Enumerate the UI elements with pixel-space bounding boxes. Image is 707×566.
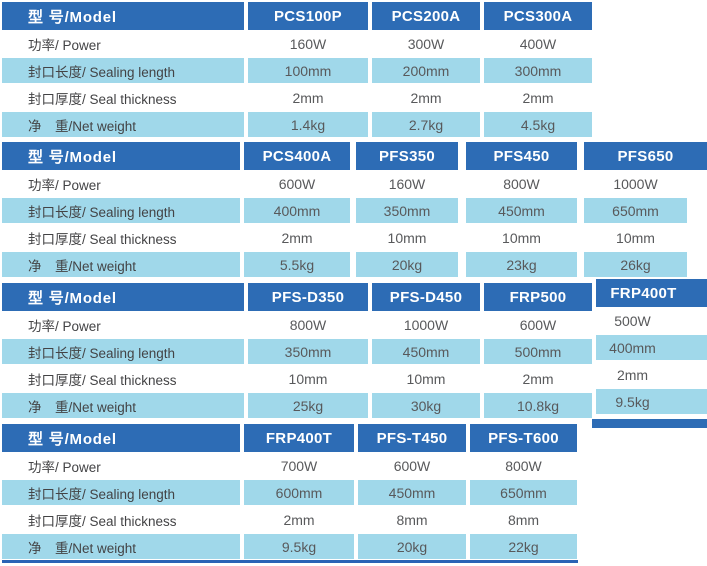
cropped-header-sliver (592, 419, 707, 428)
table-header-model-label: 型 号/Model (2, 142, 240, 170)
spec-row-label: 封口长度/ Sealing length (2, 58, 244, 83)
model-header-cell: FRP400T (596, 279, 707, 307)
spec-row-label: 净 重/Net weight (2, 112, 244, 137)
spec-value-cell: 1000W (403, 316, 449, 333)
model-header-cell: FRP500 (484, 283, 592, 311)
model-header-cell: PFS-D450 (372, 283, 480, 311)
spec-value-cell: 23kg (466, 252, 577, 277)
table-bottom-accent-line (2, 560, 578, 563)
spec-value-cell: 10mm (288, 370, 328, 387)
spec-row-label: 封口厚度/ Seal thickness (28, 231, 177, 247)
spec-value-cell: 30kg (372, 393, 480, 418)
spec-value-cell: 160W (289, 35, 327, 52)
spec-value-cell: 600W (278, 175, 316, 192)
model-header-cell: PCS200A (372, 2, 480, 30)
spec-value-cell: 4.5kg (484, 112, 592, 137)
spec-value-cell: 1000W (613, 175, 658, 192)
spec-value-cell: 400W (519, 35, 557, 52)
spec-value-cell: 100mm (248, 58, 368, 83)
spec-row-label: 封口长度/ Sealing length (2, 339, 244, 364)
spec-value-cell: 700W (280, 457, 318, 474)
spec-value-cell: 400mm (244, 198, 350, 223)
spec-value-cell: 600W (393, 457, 431, 474)
spec-row-label: 封口厚度/ Seal thickness (28, 372, 177, 388)
spec-value-cell: 2mm (292, 89, 324, 106)
model-header-cell: PCS400A (244, 142, 350, 170)
spec-value-cell: 160W (388, 175, 426, 192)
table-header-model-label: 型 号/Model (2, 424, 240, 452)
spec-value-cell: 2.7kg (372, 112, 480, 137)
model-header-cell: FRP400T (244, 424, 354, 452)
model-header-cell: PFS-T450 (358, 424, 466, 452)
spec-value-cell: 2mm (522, 370, 554, 387)
model-header-cell: PCS300A (484, 2, 592, 30)
spec-value-cell: 2mm (281, 229, 313, 246)
spec-value-cell: 650mm (584, 198, 687, 223)
spec-value-cell: 10mm (387, 229, 427, 246)
spec-row-label: 净 重/Net weight (2, 252, 240, 277)
model-header-cell: PFS350 (356, 142, 458, 170)
spec-row-label: 封口厚度/ Seal thickness (28, 513, 177, 529)
spec-value-cell: 300mm (484, 58, 592, 83)
spec-value-cell: 800W (505, 457, 542, 474)
spec-value-cell: 22kg (470, 534, 577, 559)
spec-row-label: 封口长度/ Sealing length (2, 480, 240, 505)
spec-value-cell: 9.5kg (596, 389, 707, 414)
spec-value-cell: 2mm (283, 511, 315, 528)
spec-value-cell: 20kg (356, 252, 458, 277)
spec-value-cell: 10mm (406, 370, 446, 387)
spec-value-cell: 2mm (522, 89, 554, 106)
spec-value-cell: 350mm (356, 198, 458, 223)
spec-row-label: 封口厚度/ Seal thickness (28, 91, 177, 107)
spec-row-label: 净 重/Net weight (2, 534, 240, 559)
spec-row-label: 功率/ Power (28, 459, 101, 475)
spec-value-cell: 1.4kg (248, 112, 368, 137)
spec-value-cell: 8mm (396, 511, 428, 528)
spec-value-cell: 350mm (248, 339, 368, 364)
spec-value-cell: 450mm (372, 339, 480, 364)
spec-row-label: 功率/ Power (28, 37, 101, 53)
spec-value-cell: 10mm (616, 229, 655, 246)
table-header-model-label: 型 号/Model (2, 2, 244, 30)
spec-value-cell: 26kg (584, 252, 687, 277)
spec-value-cell: 10mm (502, 229, 541, 246)
spec-value-cell: 9.5kg (244, 534, 354, 559)
spec-value-cell: 800W (503, 175, 540, 192)
spec-value-cell: 500W (614, 312, 651, 329)
spec-value-cell: 2mm (410, 89, 442, 106)
spec-value-cell: 20kg (358, 534, 466, 559)
spec-value-cell: 10.8kg (484, 393, 592, 418)
model-header-cell: PFS450 (466, 142, 577, 170)
spec-value-cell: 25kg (248, 393, 368, 418)
spec-row-label: 封口长度/ Sealing length (2, 198, 240, 223)
spec-value-cell: 600mm (244, 480, 354, 505)
spec-value-cell: 400mm (596, 335, 707, 360)
spec-value-cell: 450mm (466, 198, 577, 223)
spec-value-cell: 200mm (372, 58, 480, 83)
table-header-model-label: 型 号/Model (2, 283, 244, 311)
spec-value-cell: 500mm (484, 339, 592, 364)
spec-value-cell: 300W (407, 35, 445, 52)
spec-row-label: 功率/ Power (28, 177, 101, 193)
spec-value-cell: 450mm (358, 480, 466, 505)
spec-value-cell: 8mm (507, 511, 540, 528)
model-header-cell: PFS-T600 (470, 424, 577, 452)
spec-row-label: 功率/ Power (28, 318, 101, 334)
model-header-cell: PFS-D350 (248, 283, 368, 311)
spec-value-cell: 600W (519, 316, 557, 333)
spec-row-label: 净 重/Net weight (2, 393, 244, 418)
model-header-cell: PCS100P (248, 2, 368, 30)
spec-value-cell: 5.5kg (244, 252, 350, 277)
spec-value-cell: 800W (289, 316, 327, 333)
spec-value-cell: 2mm (616, 366, 649, 383)
spec-value-cell: 650mm (470, 480, 577, 505)
model-header-cell: PFS650 (584, 142, 707, 170)
